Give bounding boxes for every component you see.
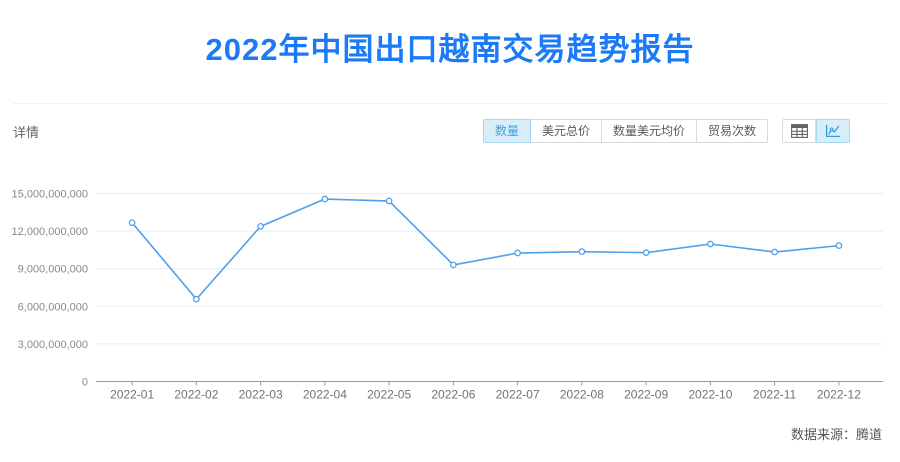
data-point[interactable] — [128, 219, 136, 227]
trend-chart: 0 3,000,000,000 6,000,000,000 9,000,000,000… — [0, 150, 900, 430]
data-point[interactable] — [642, 249, 650, 257]
metric-tab-group: 数量 美元总价 数量美元均价 贸易次数 — [482, 119, 768, 143]
data-point[interactable] — [578, 248, 586, 256]
line-chart-icon — [825, 124, 841, 138]
header-divider — [13, 103, 887, 104]
data-point[interactable] — [835, 242, 843, 249]
y-axis-label: 3,000,000,000 — [18, 339, 88, 351]
y-axis-label: 6,000,000,000 — [18, 301, 88, 313]
y-axis-label: 15,000,000,000 — [12, 189, 88, 201]
table-icon — [790, 124, 808, 138]
data-point[interactable] — [257, 222, 264, 230]
data-point[interactable] — [193, 295, 200, 303]
x-axis-label: 2022-12 — [817, 388, 861, 402]
tab-3[interactable]: 数量美元均价 — [601, 119, 697, 143]
x-axis-label: 2022-10 — [688, 388, 732, 402]
x-axis-label: 2022-01 — [110, 388, 154, 402]
trend-line — [131, 198, 839, 300]
section-label: 详情 — [13, 124, 40, 140]
tab-4[interactable]: 贸易次数 — [696, 119, 768, 143]
x-axis-label: 2022-06 — [431, 388, 475, 402]
x-axis-label: 2022-03 — [239, 388, 283, 402]
x-axis-label: 2022-02 — [174, 388, 218, 402]
x-axis-label: 2022-04 — [303, 388, 347, 402]
line-chart-view-button[interactable] — [816, 119, 850, 143]
data-point[interactable] — [707, 240, 714, 248]
x-axis-label: 2022-08 — [560, 388, 604, 402]
page-title: 2022年中国出口越南交易趋势报告 — [205, 32, 695, 67]
tab-1[interactable]: 数量 — [482, 119, 531, 143]
x-axis-label: 2022-11 — [753, 388, 796, 402]
x-axis-label: 2022-09 — [624, 388, 668, 402]
table-view-button[interactable] — [782, 119, 816, 143]
tab-2[interactable]: 美元总价 — [530, 119, 602, 143]
x-axis-label: 2022-05 — [367, 388, 411, 402]
controls-bar: 详情 数量 美元总价 数量美元均价 贸易次数 — [13, 119, 850, 143]
data-point[interactable] — [321, 195, 329, 203]
data-point[interactable] — [450, 261, 457, 269]
y-axis-label: 12,000,000,000 — [12, 226, 88, 238]
data-source-note: 数据来源：腾道 — [790, 427, 882, 442]
y-axis-label: 9,000,000,000 — [18, 264, 88, 276]
data-point[interactable] — [385, 197, 393, 205]
trend-chart-canvas: 0 3,000,000,000 6,000,000,000 9,000,000,000… — [12, 189, 883, 402]
x-axis-label: 2022-07 — [496, 388, 540, 402]
y-axis-label: 0 — [82, 377, 88, 389]
data-point[interactable] — [514, 249, 521, 257]
view-toggle-group — [782, 119, 850, 143]
data-point[interactable] — [771, 248, 778, 256]
